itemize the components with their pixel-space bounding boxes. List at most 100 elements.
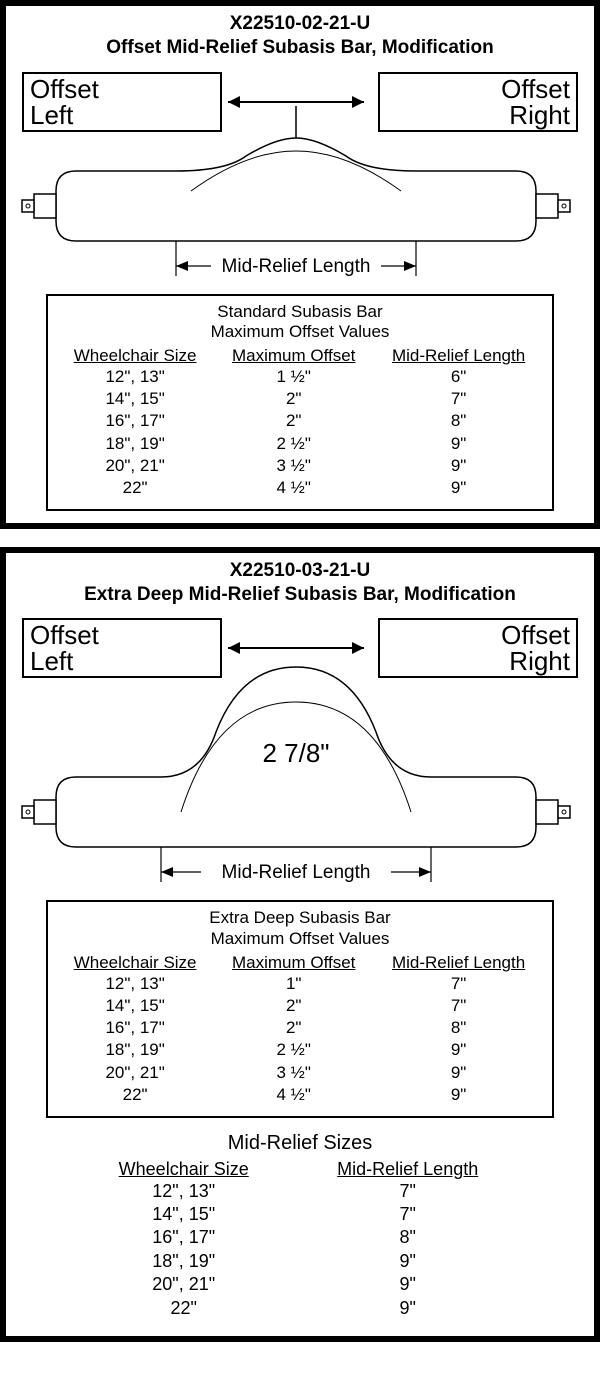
part-number: X22510-02-21-U	[16, 12, 584, 36]
table-cell: 18", 19"	[76, 1250, 291, 1273]
table-cell: 14", 15"	[56, 995, 214, 1017]
table-cell: 9"	[373, 1039, 544, 1061]
table-cell: 2"	[214, 1017, 373, 1039]
table-row: 14", 15"2"7"	[56, 388, 544, 410]
table-row: 16", 17"8"	[76, 1226, 524, 1249]
part-number: X22510-03-21-U	[16, 559, 584, 583]
table-cell: 20", 21"	[56, 1062, 214, 1084]
table-cell: 18", 19"	[56, 1039, 214, 1061]
table-cell: 1"	[214, 973, 373, 995]
part-title: Offset Mid-Relief Subasis Bar, Modificat…	[16, 36, 584, 60]
offset-right-box: Offset Right	[378, 72, 578, 132]
col-header: Mid-Relief Length	[291, 1159, 524, 1180]
offset-left-box: Offset Left	[22, 72, 222, 132]
table-row: 20", 21"3 ½"9"	[56, 1062, 544, 1084]
sizes-title: Mid-Relief Sizes	[76, 1132, 524, 1155]
panel-extra-deep: X22510-03-21-U Extra Deep Mid-Relief Sub…	[0, 547, 600, 1342]
col-header: Wheelchair Size	[76, 1159, 291, 1180]
table-cell: 4 ½"	[214, 477, 373, 499]
table-cell: 4 ½"	[214, 1084, 373, 1106]
sizes-table: Wheelchair SizeMid-Relief Length 12", 13…	[76, 1159, 524, 1320]
table-row: 20", 21"3 ½"9"	[56, 455, 544, 477]
table-cell: 7"	[291, 1203, 524, 1226]
table-cell: 22"	[56, 477, 214, 499]
table-row: 22"4 ½"9"	[56, 477, 544, 499]
col-header: Maximum Offset	[214, 953, 373, 973]
table-title-2: Maximum Offset Values	[56, 929, 544, 949]
table-cell: 16", 17"	[56, 410, 214, 432]
table-cell: 9"	[373, 1062, 544, 1084]
table-row: 12", 13"1"7"	[56, 973, 544, 995]
table-cell: 7"	[291, 1180, 524, 1203]
table-cell: 14", 15"	[76, 1203, 291, 1226]
panel2-header: X22510-03-21-U Extra Deep Mid-Relief Sub…	[16, 559, 584, 607]
table-cell: 8"	[373, 1017, 544, 1039]
offset-left-label: Offset Left	[30, 622, 214, 674]
end-cap-right	[536, 194, 570, 218]
table-cell: 12", 13"	[56, 366, 214, 388]
mid-relief-sizes: Mid-Relief Sizes Wheelchair SizeMid-Reli…	[76, 1132, 524, 1320]
table-header-row: Wheelchair SizeMaximum OffsetMid-Relief …	[56, 953, 544, 973]
end-cap-left	[22, 194, 56, 218]
table-cell: 20", 21"	[56, 455, 214, 477]
table-row: 16", 17"2"8"	[56, 1017, 544, 1039]
mrl-label: Mid-Relief Length	[222, 862, 371, 883]
table-row: 22"9"	[76, 1297, 524, 1320]
midrelief-depth-label: 2 7/8"	[262, 738, 329, 768]
table-header-row: Wheelchair SizeMaximum OffsetMid-Relief …	[56, 346, 544, 366]
table-row: 14", 15"7"	[76, 1203, 524, 1226]
offset-right-label: Offset Right	[386, 76, 570, 128]
table-cell: 7"	[373, 388, 544, 410]
table-cell: 18", 19"	[56, 433, 214, 455]
table-title-2: Maximum Offset Values	[56, 322, 544, 342]
table-title-1: Standard Subasis Bar	[56, 302, 544, 322]
table-header-row: Wheelchair SizeMid-Relief Length	[76, 1159, 524, 1180]
table-cell: 3 ½"	[214, 455, 373, 477]
table-cell: 8"	[373, 410, 544, 432]
table-row: 12", 13"7"	[76, 1180, 524, 1203]
offset-left-box: Offset Left	[22, 618, 222, 678]
table-cell: 7"	[373, 995, 544, 1017]
diagram-extra-deep: Offset Left Offset Right 2 7/8"	[16, 612, 584, 892]
col-header: Maximum Offset	[214, 346, 373, 366]
offset-right-box: Offset Right	[378, 618, 578, 678]
table-cell: 22"	[76, 1297, 291, 1320]
table-cell: 3 ½"	[214, 1062, 373, 1084]
table-cell: 12", 13"	[76, 1180, 291, 1203]
table-row: 18", 19"9"	[76, 1250, 524, 1273]
table-extra-deep: Extra Deep Subasis Bar Maximum Offset Va…	[46, 900, 554, 1117]
table-row: 18", 19"2 ½"9"	[56, 1039, 544, 1061]
offset-table-extra-deep: Wheelchair SizeMaximum OffsetMid-Relief …	[56, 953, 544, 1106]
table-row: 18", 19"2 ½"9"	[56, 433, 544, 455]
table-cell: 8"	[291, 1226, 524, 1249]
panel-standard: X22510-02-21-U Offset Mid-Relief Subasis…	[0, 0, 600, 529]
table-cell: 2"	[214, 388, 373, 410]
offset-left-label: Offset Left	[30, 76, 214, 128]
table-cell: 9"	[373, 1084, 544, 1106]
table-cell: 14", 15"	[56, 388, 214, 410]
table-cell: 9"	[291, 1250, 524, 1273]
table-cell: 9"	[373, 477, 544, 499]
offset-table-standard: Wheelchair SizeMaximum OffsetMid-Relief …	[56, 346, 544, 499]
end-cap-left	[22, 800, 56, 824]
table-cell: 9"	[373, 433, 544, 455]
part-title: Extra Deep Mid-Relief Subasis Bar, Modif…	[16, 583, 584, 607]
table-cell: 6"	[373, 366, 544, 388]
col-header: Mid-Relief Length	[373, 953, 544, 973]
table-cell: 9"	[291, 1297, 524, 1320]
end-cap-right	[536, 800, 570, 824]
table-cell: 7"	[373, 973, 544, 995]
table-cell: 2 ½"	[214, 1039, 373, 1061]
table-cell: 22"	[56, 1084, 214, 1106]
table-row: 12", 13"1 ½"6"	[56, 366, 544, 388]
panel1-header: X22510-02-21-U Offset Mid-Relief Subasis…	[16, 12, 584, 60]
table-row: 16", 17"2"8"	[56, 410, 544, 432]
table-cell: 2"	[214, 995, 373, 1017]
table-cell: 16", 17"	[76, 1226, 291, 1249]
table-cell: 2"	[214, 410, 373, 432]
col-header: Wheelchair Size	[56, 953, 214, 973]
table-cell: 1 ½"	[214, 366, 373, 388]
mrl-label: Mid-Relief Length	[222, 256, 371, 277]
table-row: 22"4 ½"9"	[56, 1084, 544, 1106]
diagram-standard: Offset Left Offset Right 1 1/2" Midrelie…	[16, 66, 584, 286]
